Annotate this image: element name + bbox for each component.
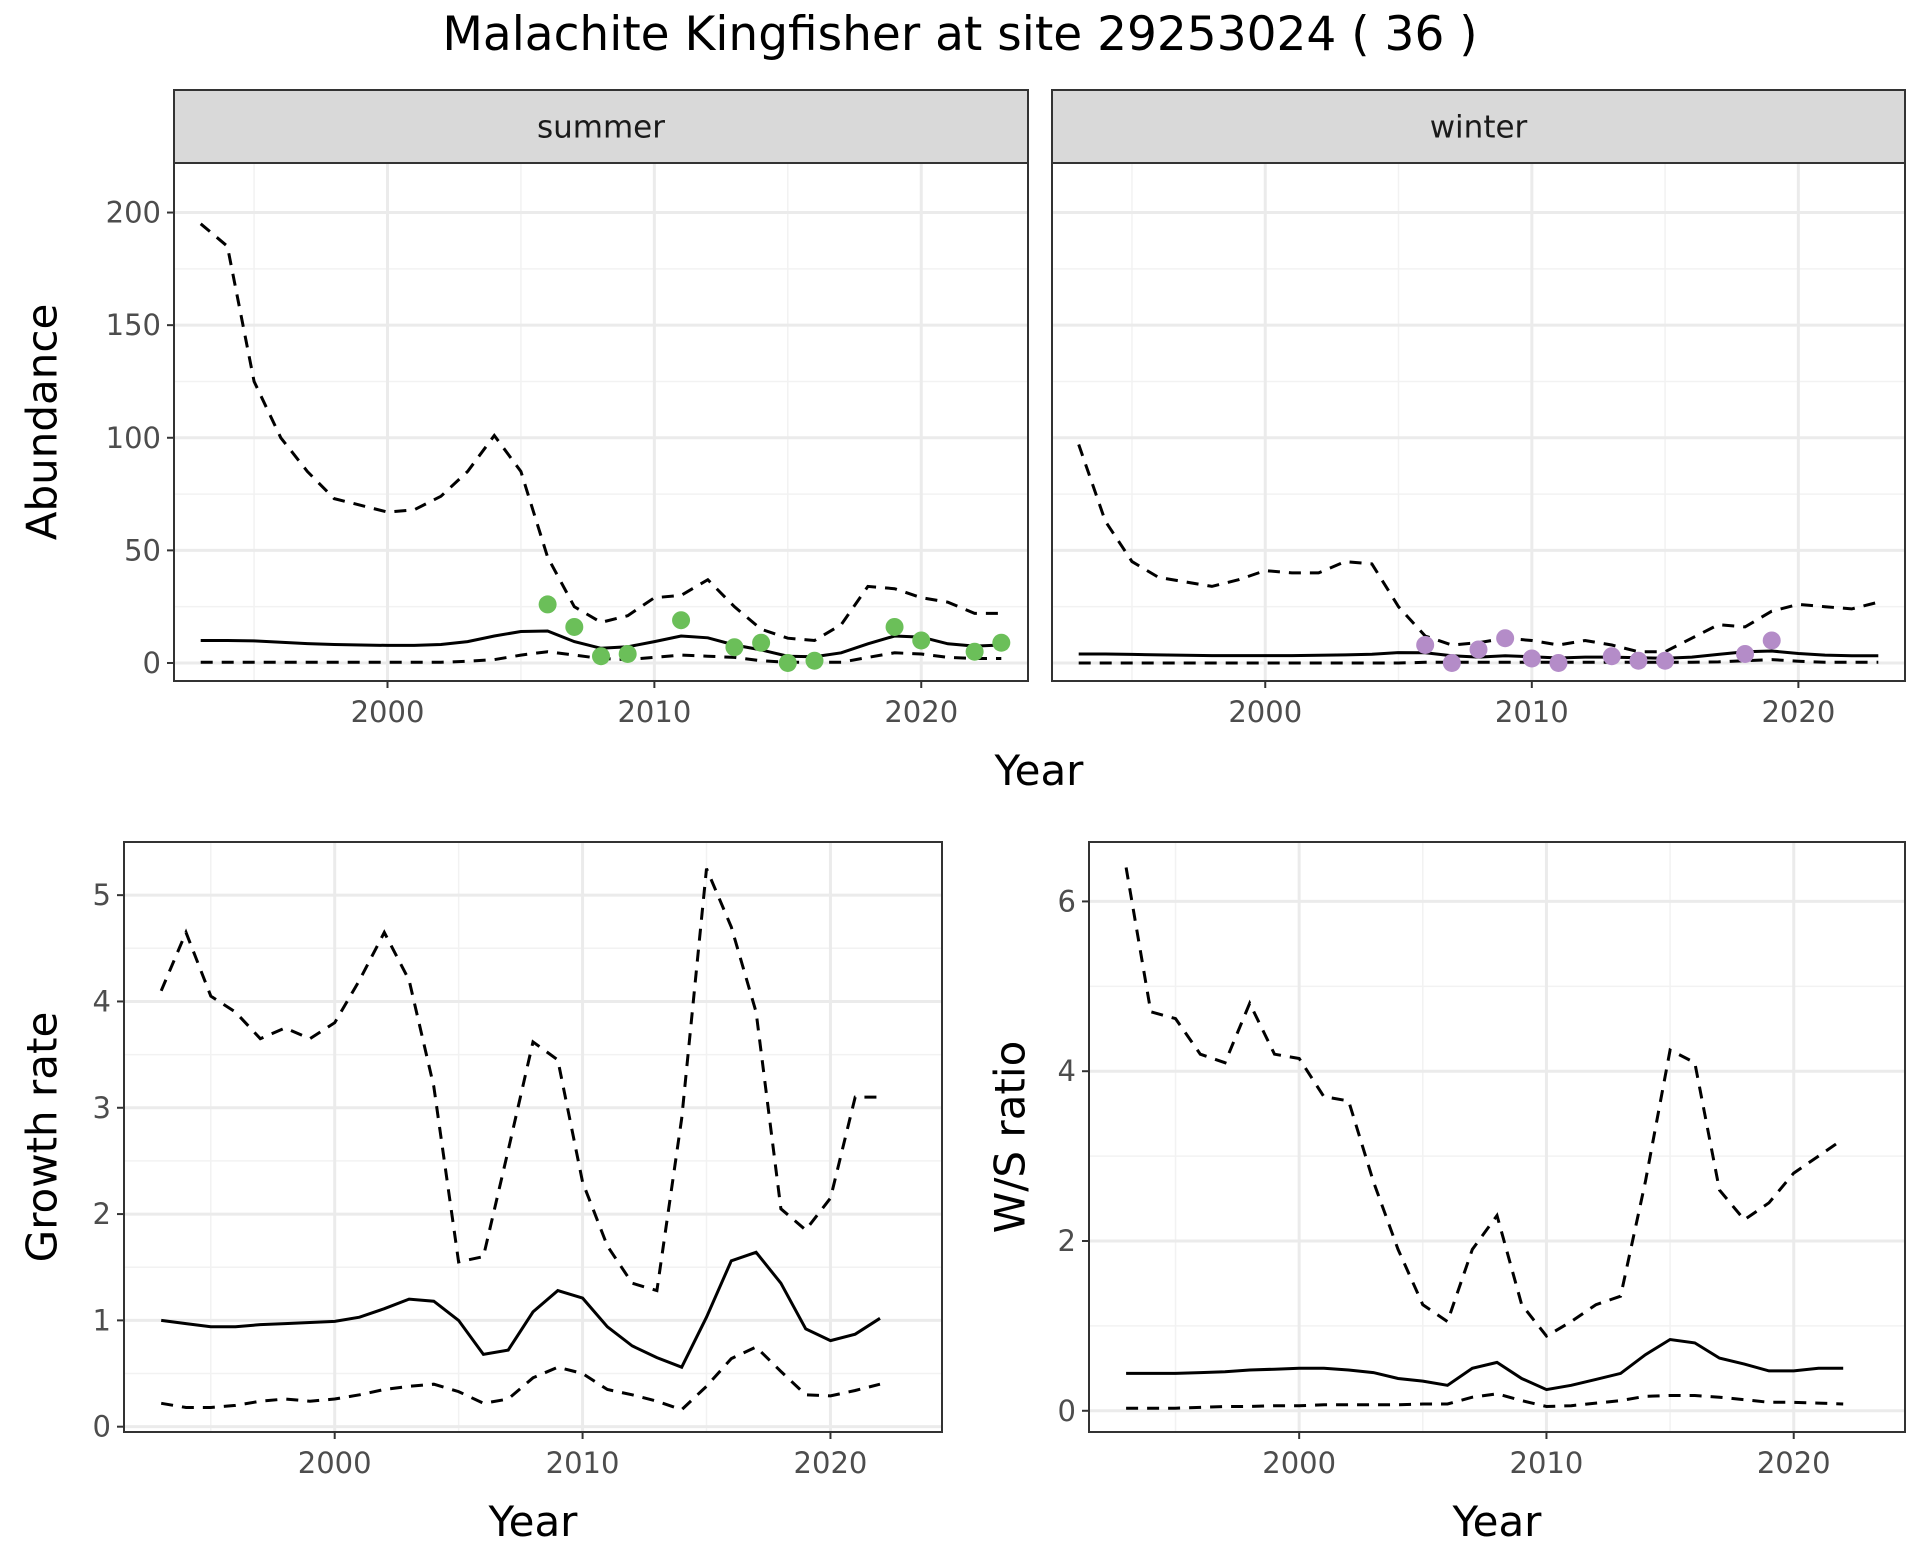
data-point <box>885 617 904 636</box>
data-point <box>618 644 637 663</box>
x-tick-label: 2000 <box>1262 1446 1336 1480</box>
y-tick-label: 2 <box>93 1197 111 1231</box>
chart-panel-4: 2000 2010 2020 0 2 4 6 W/S ratio Year <box>986 841 1906 1546</box>
estimate-line <box>161 1250 881 1370</box>
data-point <box>805 651 824 670</box>
data-point <box>1416 635 1435 654</box>
data-point <box>1522 649 1541 668</box>
data-point <box>565 617 584 636</box>
x-tick-label: 2000 <box>351 695 425 729</box>
x-tick-label: 2010 <box>546 1446 620 1480</box>
facet-label: summer <box>537 110 665 146</box>
x-tick-label: 2010 <box>1510 1446 1584 1480</box>
data-point <box>1656 651 1675 670</box>
x-tick-label: 2020 <box>884 695 958 729</box>
data-point <box>1549 653 1568 672</box>
x-tick-label: 2000 <box>1228 695 1302 729</box>
y-tick-label: 3 <box>93 1091 111 1125</box>
y-tick-label: 0 <box>143 646 161 680</box>
data-point <box>1442 653 1461 672</box>
data-point <box>538 595 557 614</box>
data-point <box>725 638 744 657</box>
x-axis-title: Year <box>488 1497 579 1546</box>
y-axis-title: Abundance <box>18 304 67 541</box>
data-point <box>1762 631 1781 650</box>
x-tick-label: 2020 <box>1757 1446 1831 1480</box>
y-axis-title: Growth rate <box>18 1012 67 1263</box>
x-tick-label: 2020 <box>794 1446 868 1480</box>
data-point <box>778 653 797 672</box>
y-tick-label: 50 <box>124 533 161 567</box>
facet-label: winter <box>1430 110 1528 146</box>
upper-bound-line <box>1077 444 1879 654</box>
facet-strip <box>173 89 1029 164</box>
chart-title: Malachite Kingfisher at site 29253024 ( … <box>442 7 1477 62</box>
x-tick-label: 2000 <box>298 1446 372 1480</box>
chart-panel-3: 2000 2010 2020 0 1 2 3 4 5 Growth rate Year <box>18 841 943 1546</box>
lower-bound-line <box>1126 1392 1844 1410</box>
y-tick-label: 5 <box>93 878 111 912</box>
data-point <box>1629 651 1648 670</box>
data-point <box>752 633 771 652</box>
x-tick-label: 2010 <box>617 695 691 729</box>
data-point <box>992 633 1011 652</box>
y-axis-title: W/S ratio <box>986 1041 1035 1234</box>
x-tick-label: 2010 <box>1495 695 1569 729</box>
lower-bound-line <box>1078 658 1879 665</box>
facet-strip <box>1051 89 1906 164</box>
upper-bound-line <box>199 222 1002 643</box>
y-tick-label: 0 <box>93 1410 111 1444</box>
y-tick-label: 150 <box>106 308 161 342</box>
panel-border <box>123 841 943 1433</box>
y-tick-label: 200 <box>106 196 161 230</box>
estimate-line <box>1126 1337 1844 1392</box>
chart-panel-2: winter 2000 2010 2020 <box>1051 89 1906 729</box>
y-tick-label: 100 <box>106 421 161 455</box>
data-point <box>592 647 610 666</box>
data-point <box>912 631 931 650</box>
y-tick-label: 4 <box>93 984 111 1018</box>
y-tick-label: 1 <box>93 1303 111 1337</box>
chart-panel-1: summer 2000 2010 2020 0 50 100 150 200 Abundance <box>18 89 1029 729</box>
data-point <box>1736 644 1755 663</box>
x-axis-title: Year <box>1452 1497 1543 1546</box>
y-tick-label: 4 <box>1058 1054 1076 1088</box>
data-point <box>1602 647 1621 666</box>
x-tick-label: 2020 <box>1761 695 1835 729</box>
y-tick-label: 6 <box>1058 884 1076 918</box>
upper-bound-line <box>159 868 880 1293</box>
data-point <box>672 611 691 630</box>
x-axis-title-shared: Year <box>994 746 1085 795</box>
upper-bound-line <box>1124 867 1845 1339</box>
data-point <box>1496 629 1515 648</box>
data-point <box>1469 640 1488 659</box>
y-tick-label: 2 <box>1058 1224 1076 1258</box>
panel-border <box>1088 841 1906 1433</box>
data-point <box>965 642 984 661</box>
y-tick-label: 0 <box>1058 1394 1076 1428</box>
